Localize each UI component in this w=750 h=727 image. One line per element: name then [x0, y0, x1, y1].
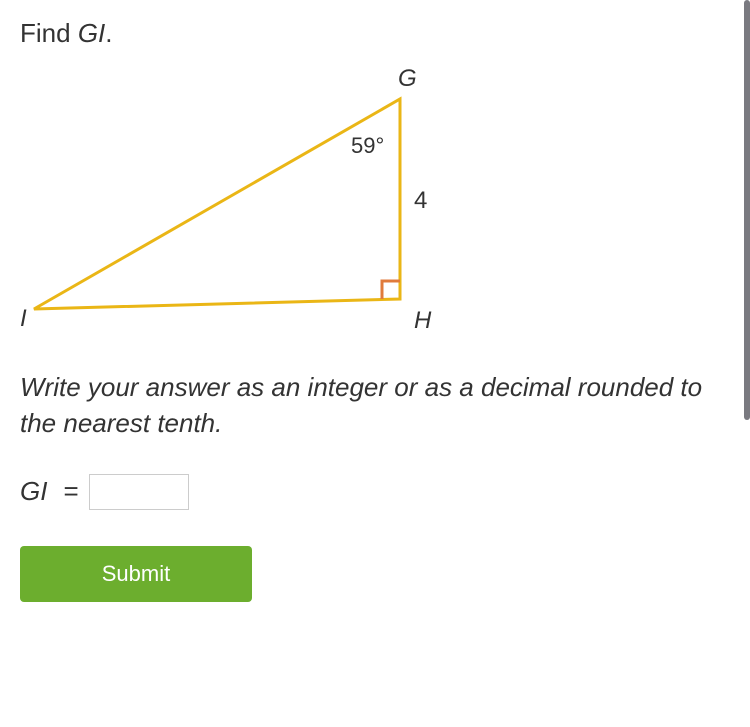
- answer-input[interactable]: [89, 474, 189, 510]
- scrollbar-thumb[interactable]: [744, 0, 750, 420]
- answer-eq: =: [63, 476, 78, 507]
- prompt-variable: GI: [78, 18, 105, 48]
- prompt-prefix: Find: [20, 18, 78, 48]
- submit-button[interactable]: Submit: [20, 546, 252, 602]
- prompt-suffix: .: [105, 18, 112, 48]
- answer-row: GI =: [20, 474, 730, 510]
- answer-lhs: GI: [20, 476, 47, 507]
- instruction-text: Write your answer as an integer or as a …: [20, 369, 730, 442]
- prompt: Find GI.: [20, 18, 730, 49]
- scrollbar-track[interactable]: [744, 0, 750, 727]
- label-H: H: [414, 307, 431, 335]
- triangle-svg: [20, 59, 480, 349]
- label-G: G: [398, 65, 417, 93]
- problem-container: Find GI. G 59° 4 H I Write your answer as an…: [20, 18, 730, 602]
- label-angle: 59°: [351, 133, 384, 159]
- label-I: I: [20, 305, 27, 333]
- label-side: 4: [414, 187, 427, 215]
- triangle-diagram: G 59° 4 H I: [20, 59, 480, 349]
